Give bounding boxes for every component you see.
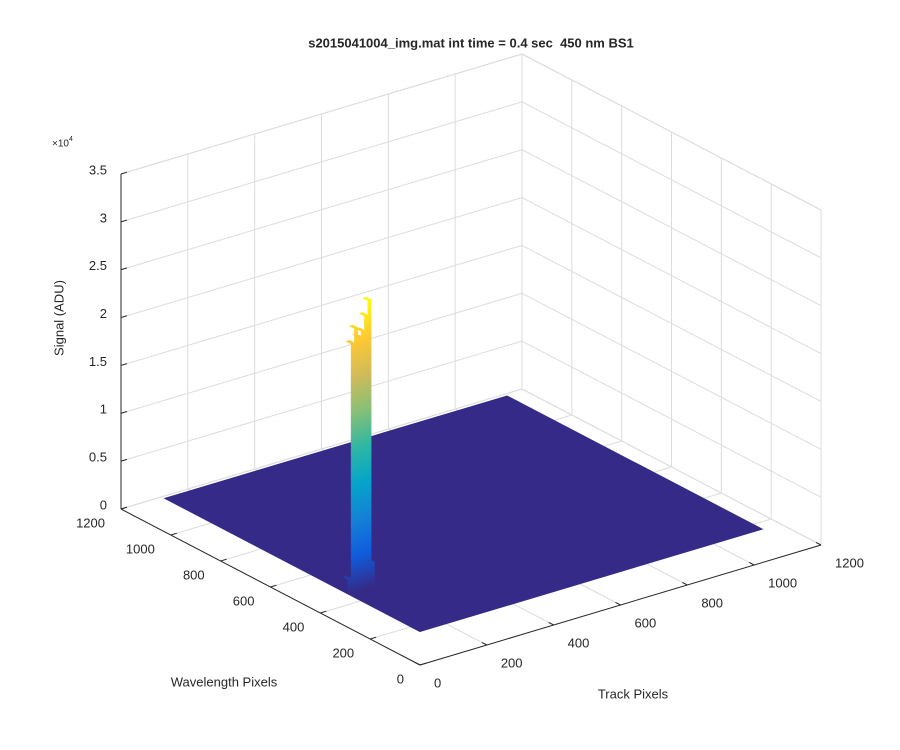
ridge-top bbox=[348, 324, 359, 329]
surface-plane bbox=[163, 395, 764, 633]
z-tick-label: 3 bbox=[100, 210, 107, 225]
ridge-top bbox=[358, 312, 369, 317]
z-tick bbox=[120, 363, 128, 366]
ridge-top bbox=[362, 296, 372, 301]
box-edge bbox=[521, 53, 822, 211]
y-tick bbox=[419, 662, 427, 666]
ridge-face bbox=[367, 299, 372, 589]
x-tick-label: 1200 bbox=[835, 555, 864, 570]
z-tick-label: 1.5 bbox=[89, 354, 107, 369]
grid-line bbox=[120, 388, 523, 510]
grid-line bbox=[120, 292, 523, 414]
z-tick-label: 2.5 bbox=[89, 258, 107, 273]
x-tick-label: 1000 bbox=[768, 575, 797, 590]
grid-line bbox=[521, 340, 822, 498]
z-tick-label: 1 bbox=[100, 402, 107, 417]
ridge-face bbox=[360, 330, 365, 591]
y-axis-label: Wavelength Pixels bbox=[171, 674, 278, 689]
x-tick-label: 200 bbox=[501, 655, 523, 670]
x-tick-label: 400 bbox=[568, 635, 590, 650]
grid-line bbox=[521, 292, 822, 450]
grid-line bbox=[521, 101, 822, 259]
z-tick bbox=[120, 267, 128, 271]
z-axis-label: Signal (ADU) bbox=[51, 280, 66, 356]
z-tick-label: 2 bbox=[100, 306, 107, 321]
z-tick bbox=[120, 458, 128, 462]
grid-line bbox=[120, 340, 523, 462]
y-tick-label: 200 bbox=[332, 645, 354, 660]
z-tick bbox=[120, 411, 128, 414]
z-tick-label: 0.5 bbox=[89, 450, 107, 465]
z-tick-label: 3.5 bbox=[89, 162, 107, 177]
ridge-top bbox=[345, 340, 356, 345]
x-tick bbox=[682, 581, 688, 586]
ridge-face bbox=[347, 578, 352, 595]
z-exponent-power: 4 bbox=[69, 136, 73, 143]
chart-title: s2015041004_img.mat int time = 0.4 sec 4… bbox=[308, 35, 634, 50]
y-tick bbox=[170, 532, 177, 536]
ridge-face bbox=[354, 327, 359, 593]
x-tick bbox=[481, 641, 488, 646]
ridge-top bbox=[355, 327, 366, 332]
z-tick bbox=[120, 219, 128, 223]
y-tick bbox=[220, 558, 227, 562]
x-tick bbox=[815, 541, 822, 546]
ridge-top bbox=[342, 575, 352, 580]
ridge-top bbox=[365, 559, 376, 564]
x-tick-label: 0 bbox=[434, 675, 441, 690]
grid-line bbox=[120, 197, 523, 319]
y-tick-label: 1000 bbox=[126, 541, 155, 556]
z-tick bbox=[120, 506, 128, 510]
z-tick bbox=[120, 171, 128, 175]
y-tick-label: 800 bbox=[183, 567, 205, 582]
z-exponent: ×10 bbox=[52, 139, 69, 150]
z-tick-label: 0 bbox=[100, 497, 107, 512]
grid-line bbox=[521, 388, 822, 546]
grid-line bbox=[120, 244, 523, 366]
x-tick bbox=[414, 661, 421, 666]
grid-line bbox=[521, 149, 822, 307]
y-tick-label: 400 bbox=[283, 619, 305, 634]
grid-line bbox=[521, 244, 822, 402]
y-tick-label: 600 bbox=[233, 593, 255, 608]
x-tick-label: 600 bbox=[635, 615, 657, 630]
box-edge bbox=[120, 53, 523, 175]
x-tick bbox=[548, 621, 554, 626]
grid-line bbox=[521, 197, 822, 355]
y-tick-label: 0 bbox=[397, 671, 404, 686]
y-tick bbox=[270, 584, 277, 588]
x-tick bbox=[615, 601, 621, 606]
y-tick bbox=[370, 636, 377, 640]
x-tick bbox=[748, 561, 755, 566]
data-layer bbox=[163, 296, 764, 633]
ridge-face bbox=[370, 561, 375, 588]
ridge-face bbox=[357, 335, 362, 592]
x-tick-label: 800 bbox=[701, 595, 723, 610]
ridge-top bbox=[352, 333, 362, 338]
ridge-face bbox=[350, 342, 355, 594]
label-layer: s2015041004_img.mat int time = 0.4 sec 4… bbox=[51, 35, 863, 701]
x-axis-label: Track Pixels bbox=[598, 686, 669, 701]
grid-line bbox=[120, 101, 523, 223]
y-tick bbox=[320, 610, 327, 614]
y-tick-label: 1200 bbox=[76, 515, 105, 530]
grid-line bbox=[120, 149, 523, 271]
ridge-face bbox=[364, 314, 369, 590]
z-tick bbox=[120, 315, 128, 319]
